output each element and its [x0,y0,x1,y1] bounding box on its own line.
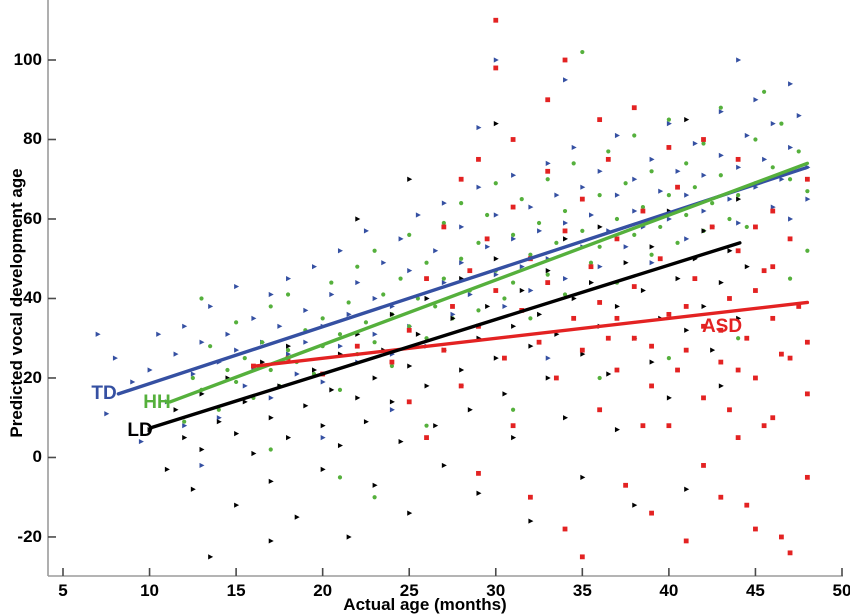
x-axis-title: Actual age (months) [343,595,507,614]
y-tick-label: 60 [23,208,42,228]
y-tick-label: 20 [23,367,42,387]
y-tick-label: -20 [17,526,42,546]
asd-points [251,17,810,560]
x-tick-label: 45 [745,581,765,600]
x-tick-label: 10 [140,581,160,600]
x-tick-label: 35 [572,581,592,600]
asd-trend-line [253,300,810,368]
ld-trend-line [149,241,742,430]
x-tick-label: 30 [486,581,506,600]
y-tick-label: 40 [23,288,42,308]
y-tick-label: 80 [23,129,42,149]
y-tick-label: 0 [32,447,42,467]
x-tick-label: 5 [58,581,68,600]
hh-points [164,49,810,500]
td-points [95,57,811,469]
x-tick-label: 25 [399,581,419,600]
x-tick-label: 40 [659,581,679,600]
ld-points [147,117,750,560]
x-tick-label: 20 [313,581,333,600]
series-label-td: TD [91,383,117,404]
x-tick-label: 50 [832,581,850,600]
x-tick-label: 15 [226,581,246,600]
y-tick-label: 100 [13,50,42,69]
series-label-ld: LD [127,420,153,441]
series-label-asd: ASD [701,316,743,337]
series-label-hh: HH [143,392,171,413]
